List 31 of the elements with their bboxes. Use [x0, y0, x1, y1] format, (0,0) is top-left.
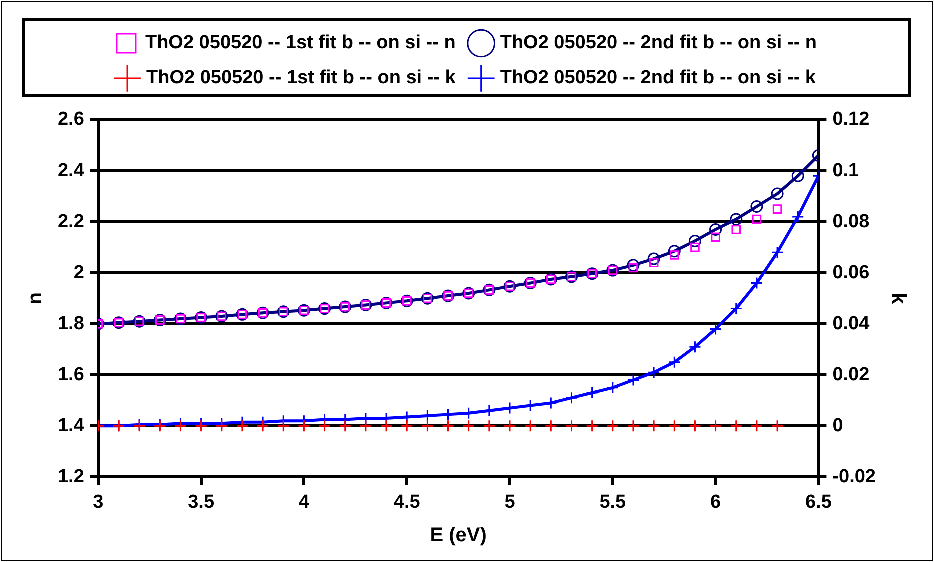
y2-tick-label: -0.02 [832, 466, 876, 488]
y-tick-label: 1.6 [58, 364, 84, 386]
y2-tick-label: 0.1 [832, 160, 860, 182]
x-tick-label: 6.5 [805, 492, 832, 513]
y-tick-label: 1.2 [58, 466, 84, 488]
x-tick-label: 4.5 [394, 492, 421, 513]
x-tick-label: 3.5 [188, 492, 215, 513]
y-tick-label: 2 [74, 262, 84, 284]
y2-tick-label: 0.12 [832, 109, 870, 130]
x-tick-label: 3 [93, 492, 104, 513]
y2-tick-label: 0.08 [832, 211, 870, 232]
legend-label: ThO2 050520 -- 2nd fit b -- on si -- n [500, 32, 818, 54]
x-tick-label: 4 [298, 492, 310, 513]
legend-label: ThO2 050520 -- 1st fit b -- on si -- k [146, 68, 456, 89]
y-tick-label: 2.2 [58, 211, 84, 232]
y-tick-label: 2.4 [58, 160, 85, 182]
y2-tick-label: 0.06 [832, 262, 870, 284]
x-tick-label: 5 [504, 492, 516, 513]
legend-label: ThO2 050520 -- 1st fit b -- on si -- n [145, 32, 456, 54]
y-tick-label: 1.4 [58, 415, 85, 436]
y-axis-title: n [24, 292, 47, 305]
y2-tick-label: 0.02 [832, 364, 870, 386]
x-axis-title: E (eV) [430, 524, 487, 547]
y2-axis-title: k [887, 293, 910, 306]
y-tick-label: 2.6 [58, 109, 84, 130]
legend-label: ThO2 050520 -- 2nd fit b -- on si -- k [500, 68, 816, 89]
x-tick-label: 6 [710, 492, 722, 513]
y2-tick-label: 0 [832, 415, 844, 436]
y2-tick-label: 0.04 [832, 313, 870, 334]
y-tick-label: 1.8 [58, 313, 84, 334]
x-tick-label: 5.5 [600, 492, 627, 513]
